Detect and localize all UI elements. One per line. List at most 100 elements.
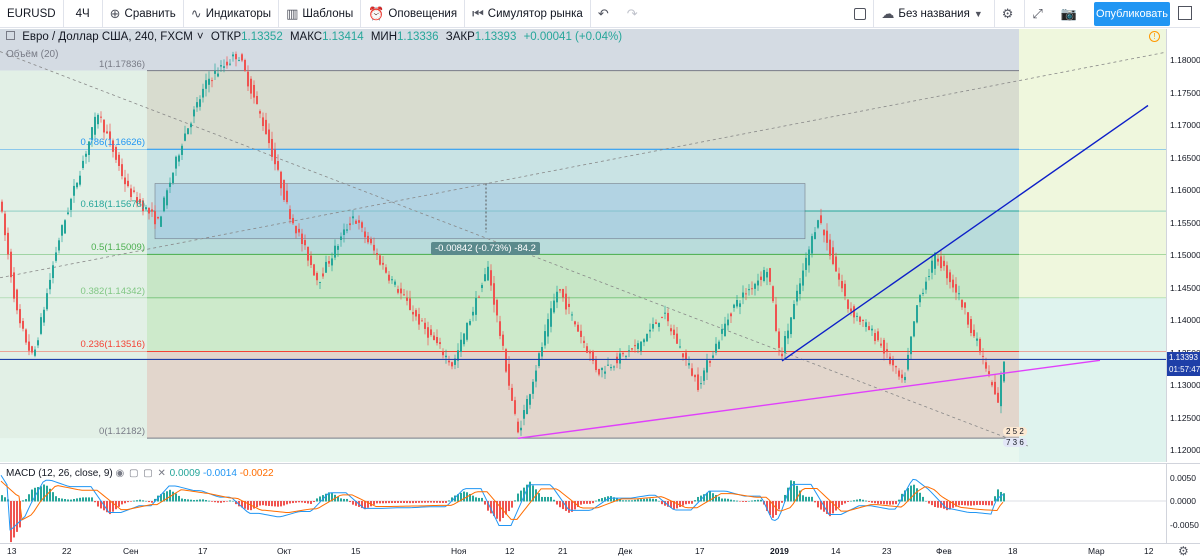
candle-body	[592, 351, 594, 361]
upper-band	[0, 29, 1020, 71]
candle-body	[181, 145, 183, 155]
candle-body	[544, 331, 546, 346]
macd-histogram-bar	[19, 501, 21, 528]
replay-button[interactable]: ⏮ Симулятор рынка	[465, 0, 591, 28]
candle-body	[892, 358, 894, 366]
macd-histogram-bar	[862, 499, 864, 502]
templates-label: Шаблоны	[302, 7, 354, 20]
settings-button[interactable]: ⚙	[995, 0, 1026, 28]
candle-body	[202, 88, 204, 98]
candle-body	[76, 182, 78, 188]
candle-body	[283, 179, 285, 200]
time-axis[interactable]: 13 22 Сен 17 Окт 15 Ноя 12 21 Дек 17 2019 14 23 Фев 18 М…	[0, 543, 1200, 559]
macd-histogram-bar	[856, 499, 858, 502]
macd-buttons[interactable]: ◉ ▢ ▢ ✕	[115, 468, 167, 479]
macd-histogram-bar	[850, 500, 852, 502]
macd-histogram-bar	[133, 500, 135, 502]
macd-histogram-bar	[874, 501, 876, 504]
candle-body	[415, 310, 417, 317]
interval-button[interactable]: 4Ч	[64, 0, 103, 28]
macd-histogram-bar	[634, 499, 636, 502]
templates-button[interactable]: ▥ Шаблоны	[279, 0, 362, 28]
macd-histogram-bar	[796, 485, 798, 502]
macd-histogram-bar	[154, 498, 156, 502]
candle-body	[733, 304, 735, 308]
macd-title[interactable]: MACD (12, 26, close, 9)	[6, 468, 113, 479]
macd-histogram-bar	[178, 495, 180, 502]
close-value: 1.13393	[474, 31, 517, 43]
price-chart-svg[interactable]	[0, 29, 1166, 462]
candle-body	[694, 374, 696, 378]
macd-histogram-bar	[259, 501, 261, 506]
candle-body	[760, 276, 762, 280]
macd-histogram-bar	[379, 501, 381, 504]
price-axis[interactable]: 1.18000 1.17500 1.17000 1.16500 1.16000 1.155…	[1166, 29, 1200, 462]
undo-button[interactable]: ↶	[591, 0, 620, 28]
plus-circle-icon: ⊕	[109, 5, 121, 21]
symbol-search[interactable]: EURUSD	[0, 0, 64, 28]
open-value: 1.13352	[241, 31, 283, 43]
macd-histogram-bar	[643, 498, 645, 502]
warning-icon[interactable]: !	[1149, 31, 1160, 42]
candle-body	[979, 338, 981, 353]
economic-events[interactable]: 2 5 2 7 3 6	[1003, 427, 1027, 447]
macd-histogram-bar	[694, 500, 696, 502]
macd-histogram-bar	[325, 493, 327, 502]
macd-histogram-bar	[490, 501, 492, 514]
gear-icon[interactable]: ⚙	[1178, 544, 1189, 558]
macd-axis[interactable]: 0.0050 0.0000 -0.0050	[1166, 463, 1200, 543]
macd-histogram-bar	[1003, 493, 1005, 502]
redo-button[interactable]: ↷	[620, 0, 649, 28]
macd-histogram-bar	[268, 501, 270, 506]
publish-button[interactable]: Опубликовать	[1094, 2, 1170, 26]
alerts-button[interactable]: ⏰ Оповещения	[361, 0, 466, 28]
macd-histogram-bar	[85, 497, 87, 502]
select-checkbox[interactable]	[847, 0, 875, 28]
candle-body	[61, 225, 63, 236]
candle-body	[529, 394, 531, 405]
events-row-1: 2 5 2	[1003, 427, 1027, 436]
macd-histogram-bar	[139, 499, 141, 502]
fullscreen-button[interactable]: ⤢	[1025, 0, 1053, 28]
macd-histogram-bar	[880, 501, 882, 505]
compare-button[interactable]: ⊕ Сравнить	[103, 0, 184, 28]
macd-histogram-bar	[196, 499, 198, 502]
candle-body	[190, 123, 192, 128]
price-tick: 1.12500	[1170, 412, 1200, 423]
redo-icon: ↷	[626, 5, 638, 21]
time-tick: 17	[198, 546, 208, 556]
candle-body	[337, 245, 339, 250]
macd-histogram-bar	[952, 501, 954, 508]
price-chart[interactable]: Евро / Доллар США, 240, FXCM ˅ ОТКР1.1335…	[0, 29, 1166, 462]
chevron-icon[interactable]: ˅	[196, 31, 204, 43]
candle-body	[451, 362, 453, 367]
indicators-button[interactable]: ∿ Индикаторы	[184, 0, 280, 28]
macd-histogram-bar	[709, 491, 711, 502]
macd-histogram-bar	[403, 501, 405, 504]
candle-body	[844, 283, 846, 297]
macd-svg[interactable]	[0, 464, 1166, 543]
macd-histogram-bar	[184, 499, 186, 502]
macd-histogram-bar	[88, 497, 90, 502]
screenshot-button[interactable]: 📷	[1054, 0, 1088, 28]
macd-histogram-bar	[817, 501, 819, 508]
macd-histogram-bar	[4, 497, 6, 502]
macd-pane[interactable]: MACD (12, 26, close, 9) ◉ ▢ ▢ ✕ 0.0009 -…	[0, 463, 1166, 543]
macd-value-2: -0.0014	[203, 468, 237, 479]
maximize-button[interactable]	[1178, 6, 1192, 20]
symbol-title[interactable]: Евро / Доллар США, 240, FXCM	[22, 31, 193, 43]
volume-legend[interactable]: Объём (20)	[6, 49, 59, 60]
macd-histogram-bar	[883, 501, 885, 505]
candle-body	[517, 421, 519, 433]
macd-histogram-bar	[43, 484, 45, 502]
macd-histogram-bar	[712, 493, 714, 502]
fib-label-3: 0.5(1.15009)	[91, 242, 145, 254]
collapse-icon[interactable]	[6, 31, 15, 40]
candle-body	[130, 188, 132, 198]
macd-histogram-bar	[547, 496, 549, 502]
macd-histogram-bar	[700, 495, 702, 502]
candle-body	[997, 392, 999, 403]
macd-value-1: 0.0009	[169, 468, 201, 479]
candle-body	[82, 160, 84, 168]
layout-save-button[interactable]: ☁ Без названия ▼	[874, 0, 995, 28]
